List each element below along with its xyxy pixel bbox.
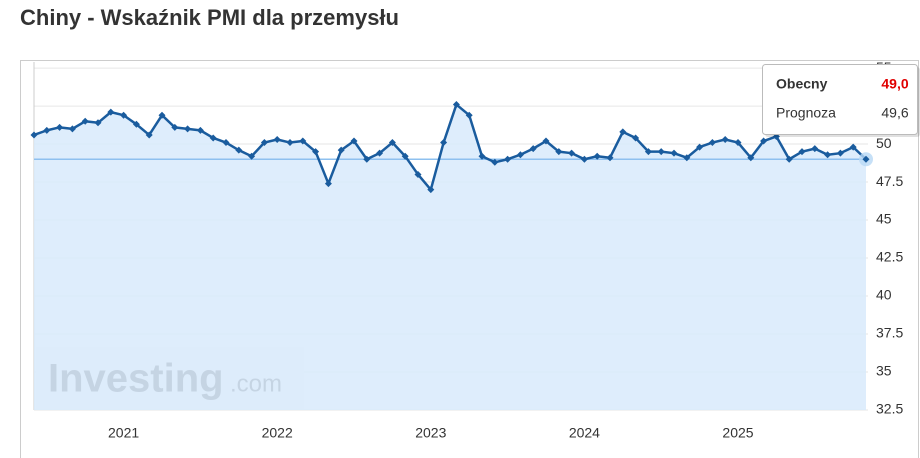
- point: [260, 139, 268, 147]
- x-tick-label: 2023: [415, 425, 446, 441]
- point: [542, 137, 550, 145]
- point: [120, 111, 128, 119]
- point: [299, 137, 307, 145]
- point: [388, 139, 396, 147]
- point: [529, 145, 537, 153]
- point: [376, 149, 384, 157]
- point: [721, 136, 729, 144]
- point: [401, 152, 409, 160]
- point: [452, 101, 460, 109]
- y-tick-label: 42.5: [876, 249, 903, 265]
- point: [312, 148, 320, 156]
- point: [184, 125, 192, 133]
- tooltip-label: Obecny: [776, 76, 828, 92]
- x-tick-label: 2025: [722, 425, 753, 441]
- point: [632, 134, 640, 142]
- point: [555, 148, 563, 156]
- point: [811, 145, 819, 153]
- point: [798, 148, 806, 156]
- tooltip-box: [762, 64, 918, 135]
- y-tick-label: 37.5: [876, 325, 903, 341]
- point: [785, 155, 793, 163]
- point: [593, 152, 601, 160]
- area: [34, 104, 866, 410]
- point: [363, 155, 371, 163]
- point: [747, 154, 755, 162]
- point: [696, 143, 704, 151]
- point: [516, 151, 524, 159]
- point: [849, 143, 857, 151]
- point: [440, 139, 448, 147]
- tooltip-value: 49,6: [881, 105, 908, 121]
- point: [132, 120, 140, 128]
- y-tick-label: 47.5: [876, 173, 903, 189]
- point: [491, 158, 499, 166]
- point: [337, 146, 345, 154]
- point: [670, 149, 678, 157]
- y-tick-label: 50: [876, 135, 892, 151]
- x-tick-label: 2024: [569, 425, 600, 441]
- point: [56, 123, 64, 131]
- chart-title: Chiny - Wskaźnik PMI dla przemysłu: [20, 5, 399, 30]
- point: [465, 111, 473, 119]
- point: [836, 149, 844, 157]
- point: [324, 180, 332, 188]
- point: [350, 137, 358, 145]
- point: [427, 186, 435, 194]
- point: [158, 111, 166, 119]
- point: [235, 146, 243, 154]
- point: [606, 154, 614, 162]
- point: [580, 155, 588, 163]
- point: [683, 154, 691, 162]
- point: [196, 126, 204, 134]
- point: [273, 136, 281, 144]
- point: [30, 131, 38, 139]
- tooltip-label: Prognoza: [776, 105, 836, 121]
- y-tick-label: 45: [876, 211, 892, 227]
- point: [657, 148, 665, 156]
- y-tick-label: 35: [876, 363, 892, 379]
- point: [619, 128, 627, 136]
- point: [862, 155, 870, 163]
- x-tick-label: 2021: [108, 425, 139, 441]
- point: [644, 148, 652, 156]
- point: [107, 108, 115, 116]
- point: [171, 123, 179, 131]
- point: [708, 139, 716, 147]
- x-tick-label: 2022: [262, 425, 293, 441]
- y-tick-label: 32.5: [876, 401, 903, 417]
- point: [824, 151, 832, 159]
- point: [248, 152, 256, 160]
- y-tick-label: 40: [876, 287, 892, 303]
- point: [94, 119, 102, 127]
- point: [504, 155, 512, 163]
- tooltip: Obecny 49,0 Prognoza 49,6: [762, 64, 920, 137]
- point: [222, 139, 230, 147]
- point: [734, 139, 742, 147]
- point: [568, 149, 576, 157]
- point: [145, 131, 153, 139]
- point: [478, 152, 486, 160]
- point: [68, 125, 76, 133]
- point: [209, 134, 217, 142]
- tooltip-value: 49,0: [881, 76, 908, 92]
- point: [286, 139, 294, 147]
- point: [414, 170, 422, 178]
- point: [760, 137, 768, 145]
- point: [81, 117, 89, 125]
- point: [43, 126, 51, 134]
